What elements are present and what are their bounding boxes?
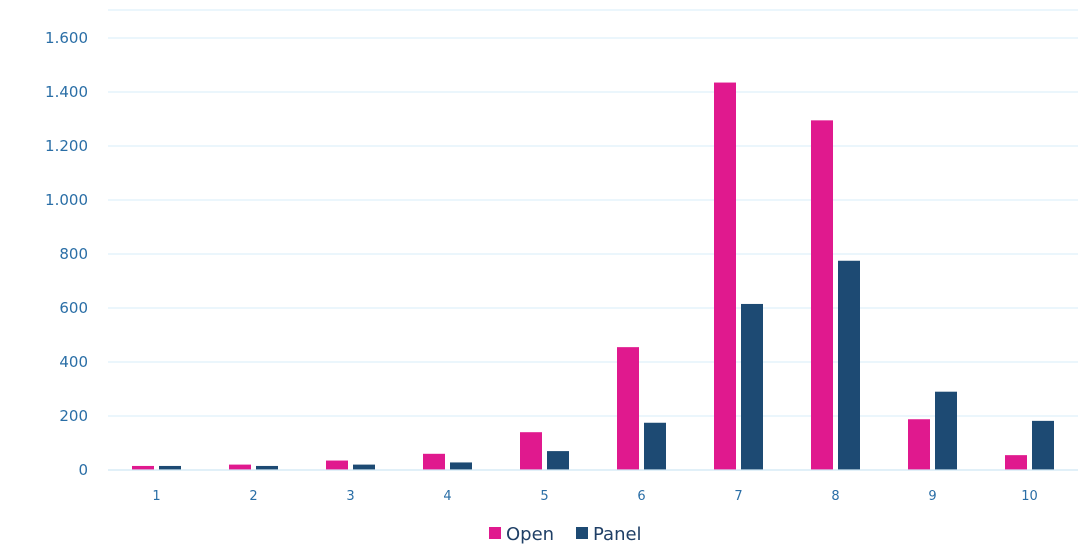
x-tick-label: 8 [831,489,839,504]
y-tick-label: 1.400 [45,83,88,101]
legend-label: Panel [593,524,642,545]
legend-item-panel: Panel [576,524,642,545]
x-tick-label: 10 [1021,489,1038,504]
bar-panel-7 [741,303,763,470]
x-axis-ticks: 1 2 3 4 5 6 7 8 9 10 [152,489,1037,504]
bars [132,82,1054,471]
legend-item-open: Open [489,524,554,545]
y-axis-ticks: 0 200 400 600 800 1.000 1.200 1.400 1.600 [45,29,88,479]
y-tick-label: 600 [59,299,88,317]
x-tick-label: 4 [443,489,451,504]
bar-panel-5 [547,451,569,470]
bar-panel-4 [450,462,472,470]
legend-label: Open [506,524,554,545]
bar-panel-1 [159,465,181,470]
bar-panel-6 [644,422,666,470]
bar-panel-8 [838,260,860,470]
gridlines [108,9,1078,417]
x-tick-label: 7 [734,489,742,504]
y-tick-label: 1.600 [45,29,88,47]
y-tick-label: 800 [59,245,88,263]
y-tick-label: 0 [78,461,88,479]
bar-panel-2 [256,465,278,470]
bar-open-9 [908,419,930,470]
bar-open-5 [520,432,542,470]
y-tick-label: 200 [59,407,88,425]
x-tick-label: 9 [928,489,936,504]
y-tick-label: 1.200 [45,137,88,155]
legend-swatch [489,527,501,539]
y-tick-label: 400 [59,353,88,371]
x-tick-label: 5 [540,489,548,504]
bar-open-1 [132,465,154,470]
bar-open-6 [617,347,639,470]
bar-open-7 [714,82,736,471]
y-tick-label: 1.000 [45,191,88,209]
bar-open-10 [1005,455,1027,470]
x-tick-label: 1 [152,489,160,504]
x-tick-label: 3 [346,489,354,504]
legend-swatch [576,527,588,539]
bar-panel-3 [353,464,375,470]
bar-open-8 [811,120,833,470]
bar-panel-10 [1032,420,1054,470]
bar-panel-9 [935,391,957,470]
bar-open-3 [326,460,348,470]
x-tick-label: 6 [637,489,645,504]
bar-open-2 [229,464,251,470]
bar-open-4 [423,453,445,470]
x-tick-label: 2 [249,489,257,504]
legend: Open Panel [489,524,642,545]
